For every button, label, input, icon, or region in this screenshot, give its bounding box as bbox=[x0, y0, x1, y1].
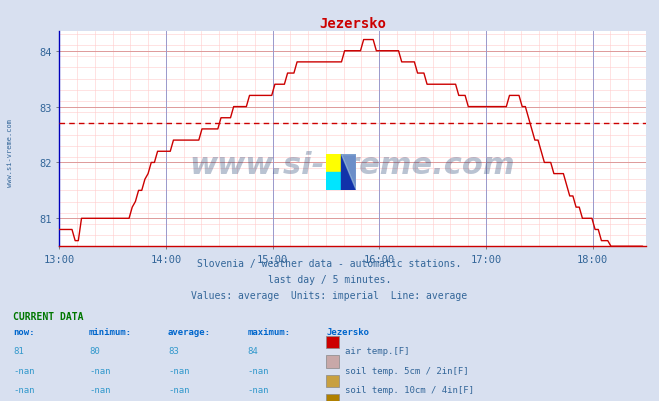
Text: average:: average: bbox=[168, 327, 211, 336]
Text: soil temp. 5cm / 2in[F]: soil temp. 5cm / 2in[F] bbox=[345, 366, 469, 375]
Text: -nan: -nan bbox=[13, 366, 35, 375]
Polygon shape bbox=[326, 154, 341, 172]
Text: minimum:: minimum: bbox=[89, 327, 132, 336]
Text: Jezersko: Jezersko bbox=[326, 327, 369, 336]
Text: maximum:: maximum: bbox=[247, 327, 290, 336]
Text: now:: now: bbox=[13, 327, 35, 336]
Text: -nan: -nan bbox=[89, 385, 111, 394]
Text: soil temp. 10cm / 4in[F]: soil temp. 10cm / 4in[F] bbox=[345, 385, 474, 394]
Text: www.si-vreme.com: www.si-vreme.com bbox=[7, 118, 13, 186]
Text: -nan: -nan bbox=[168, 366, 190, 375]
Polygon shape bbox=[341, 154, 356, 190]
Text: -nan: -nan bbox=[13, 385, 35, 394]
Polygon shape bbox=[326, 172, 341, 190]
Text: -nan: -nan bbox=[89, 366, 111, 375]
Text: -nan: -nan bbox=[247, 366, 269, 375]
Text: CURRENT DATA: CURRENT DATA bbox=[13, 311, 84, 321]
Text: Values: average  Units: imperial  Line: average: Values: average Units: imperial Line: av… bbox=[191, 291, 468, 301]
Text: 80: 80 bbox=[89, 346, 100, 355]
Polygon shape bbox=[341, 154, 356, 190]
Text: 84: 84 bbox=[247, 346, 258, 355]
Text: -nan: -nan bbox=[168, 385, 190, 394]
Text: 81: 81 bbox=[13, 346, 24, 355]
Text: last day / 5 minutes.: last day / 5 minutes. bbox=[268, 275, 391, 285]
Text: Slovenia / weather data - automatic stations.: Slovenia / weather data - automatic stat… bbox=[197, 259, 462, 269]
Title: Jezersko: Jezersko bbox=[319, 17, 386, 31]
Text: www.si-vreme.com: www.si-vreme.com bbox=[190, 151, 515, 180]
Text: 83: 83 bbox=[168, 346, 179, 355]
Text: -nan: -nan bbox=[247, 385, 269, 394]
Text: air temp.[F]: air temp.[F] bbox=[345, 346, 409, 355]
